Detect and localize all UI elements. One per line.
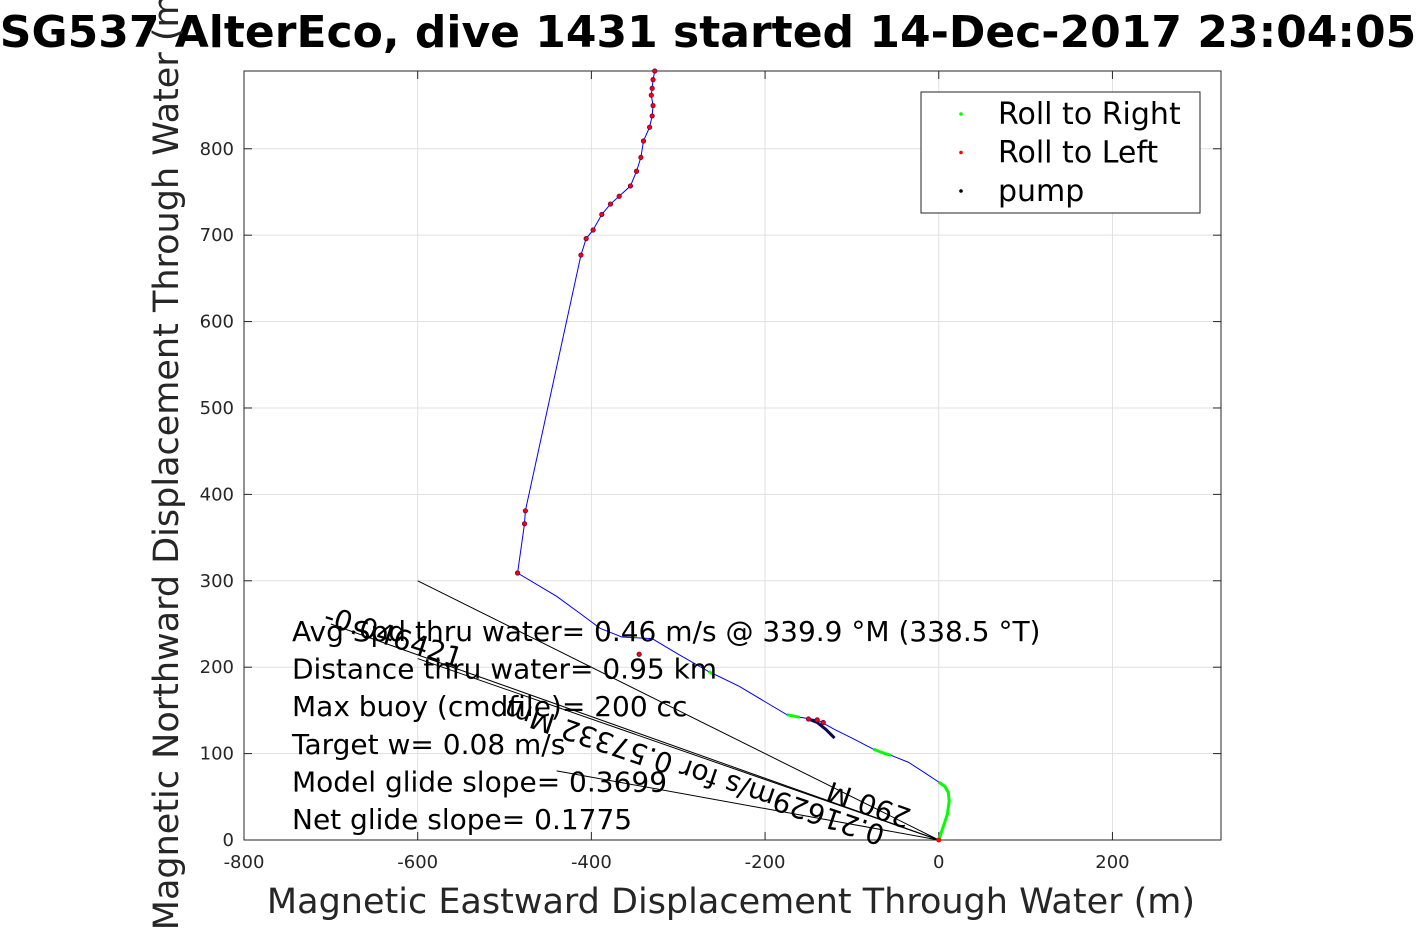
roll-left-point: [649, 85, 655, 91]
roll-left-point: [805, 716, 812, 722]
roll-left-point: [650, 77, 656, 83]
roll-left-point: [820, 719, 826, 726]
stats-annotation: Target w= 0.08 m/s: [291, 728, 565, 761]
legend-label: Roll to Right: [998, 97, 1181, 132]
roll-left-point: [650, 102, 656, 109]
y-tick-label: 200: [200, 657, 234, 678]
x-tick-label: -200: [745, 852, 786, 873]
legend-marker: [959, 189, 963, 193]
legend-marker: [959, 150, 963, 155]
roll-left-point: [627, 183, 634, 189]
y-tick-label: 500: [200, 398, 234, 419]
roll-left-point: [649, 113, 655, 119]
axes-box: [243, 70, 1222, 841]
x-tick-label: -600: [397, 852, 438, 873]
roll-left-point: [578, 252, 584, 258]
track-points: [514, 68, 942, 843]
roll-left-point: [514, 570, 521, 576]
y-tick-label: 600: [200, 312, 234, 333]
roll-left-point: [814, 717, 820, 723]
ticks: -800 -600 -400 -200 0 200 0 100 200 300 400 500 600 7…: [200, 71, 1221, 873]
roll-right-segment: [786, 713, 801, 719]
reference-line: [417, 658, 939, 841]
y-tick-label: 100: [200, 744, 234, 765]
stats-annotation: Net glide slope= 0.1775: [292, 803, 632, 836]
roll-left-point: [646, 124, 653, 130]
stats-annotation: Distance thru water= 0.95 km: [292, 653, 717, 686]
reference-line: [556, 770, 939, 841]
stats-annotation: Avg Spd thru water= 0.46 m/s @ 339.9 °M …: [292, 615, 1040, 648]
legend-label: pump: [998, 174, 1084, 209]
x-tick-label: -800: [224, 852, 265, 873]
dive-track: [517, 70, 951, 841]
x-axis-label: Magnetic Eastward Displacement Through W…: [267, 882, 1195, 922]
stats-annotation: Max buoy (cmdfile)= 200 cc: [292, 690, 687, 723]
roll-left-point: [616, 193, 622, 199]
roll-right-segment: [937, 780, 951, 841]
roll-left-point: [521, 521, 528, 527]
x-tick-label: -400: [571, 852, 612, 873]
y-axis-label: Magnetic Northward Displacement Through …: [147, 0, 187, 930]
reference-line: [330, 623, 939, 841]
y-tick-label: 800: [200, 139, 234, 160]
x-tick-label: 200: [1095, 852, 1129, 873]
y-tick-label: 300: [200, 571, 234, 592]
y-tick-label: 700: [200, 225, 234, 246]
roll-left-point: [583, 236, 589, 242]
stats-annotation: Model glide slope= 0.3699: [292, 765, 667, 798]
roll-left-point: [640, 138, 647, 144]
legend-marker: [959, 112, 963, 116]
roll-left-point: [638, 154, 644, 161]
roll-left-point: [607, 201, 614, 207]
roll-left-point: [648, 92, 654, 98]
roll-left-point: [636, 651, 642, 657]
start-point: [936, 837, 942, 843]
pump-segment: [807, 717, 836, 740]
chart-title: SG537 AlterEco, dive 1431 started 14-Dec…: [0, 7, 1416, 58]
roll-left-point: [522, 508, 528, 514]
roll-left-point: [633, 168, 640, 174]
reference-line: [417, 580, 939, 841]
y-tick-label: 0: [223, 830, 234, 851]
roll-left-point: [590, 227, 596, 233]
y-tick-label: 400: [200, 484, 234, 505]
roll-left-point: [599, 211, 605, 218]
x-tick-label: 0: [933, 852, 944, 873]
roll-right-segment: [707, 670, 714, 676]
annotations: Avg Spd thru water= 0.46 m/s @ 339.9 °M …: [291, 615, 1040, 836]
track-line: [517, 70, 950, 841]
roll-left-point: [652, 68, 658, 74]
legend-label: Roll to Left: [998, 136, 1158, 171]
roll-right-segment: [873, 747, 892, 757]
legend-box: [920, 91, 1201, 214]
